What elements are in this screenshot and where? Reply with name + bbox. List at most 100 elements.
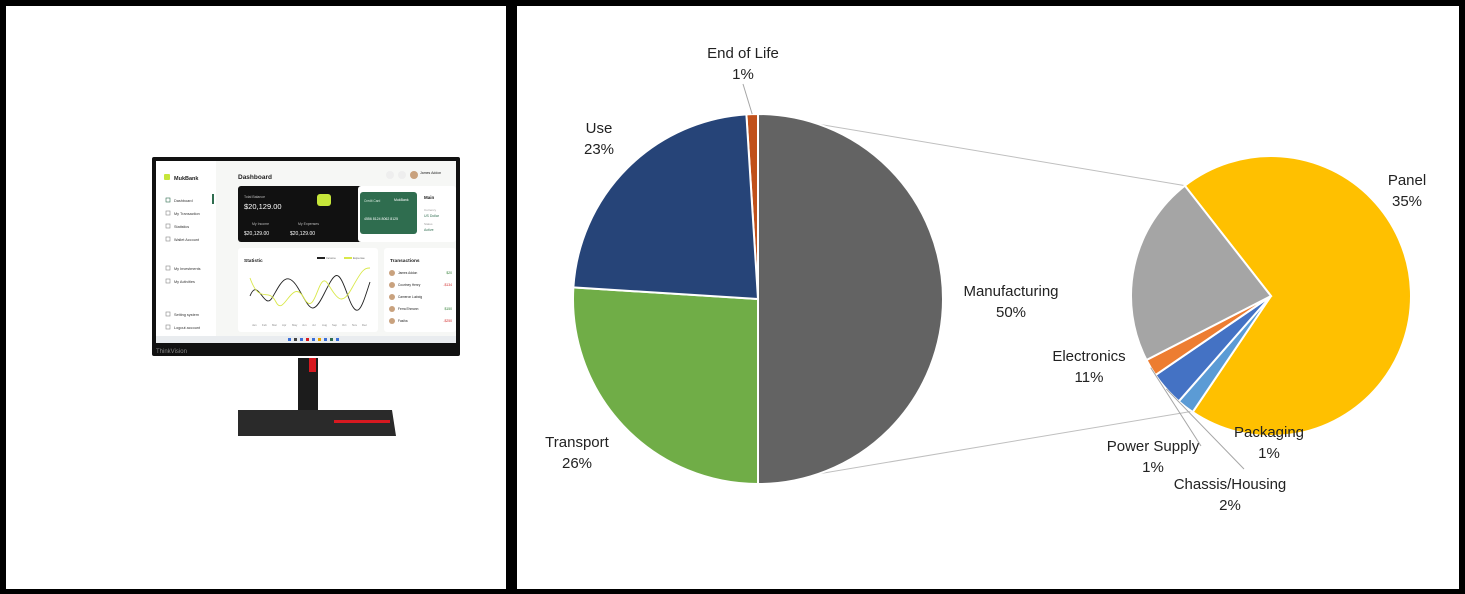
expense-value: $20,129.00 [290, 231, 315, 237]
nav-statistics-icon [165, 223, 171, 229]
nav-setting-system[interactable]: Setting system [174, 313, 199, 317]
month-mar: Mar [272, 323, 277, 327]
label-packaging-pct: 1% [1258, 445, 1280, 462]
brand-name: MukBank [174, 176, 199, 182]
legend-expense: Expense [353, 256, 365, 260]
tx-amount: $150 [444, 307, 452, 311]
wallet-icon [317, 194, 331, 206]
card-side-title: Main [424, 195, 435, 200]
nav-my-investments[interactable]: My Investments [174, 267, 201, 271]
nav-dashboard[interactable]: Dashboard [174, 199, 193, 203]
data-labels: End of Life 1% Manufacturing 50% Transport 26… [545, 45, 1426, 514]
label-end-of-life-pct: 1% [732, 66, 754, 83]
balance-value: $20,129.00 [244, 202, 282, 211]
tx-avatar [389, 282, 395, 288]
tx-amount: $20 [446, 271, 452, 275]
month-nov: Nov [352, 323, 358, 327]
maker-logo: ThinkVision [156, 349, 187, 355]
card-status-label: Status [424, 222, 433, 226]
card-label: Credit Card [364, 199, 381, 203]
nav-logout-account[interactable]: Logout account [174, 326, 201, 330]
card-currency: US Dollar [424, 214, 440, 218]
slice-use [572, 113, 760, 301]
label-use: Use [586, 120, 613, 137]
card-number: 4556 8124 8062 8125 [364, 217, 398, 221]
nav-statistics[interactable]: Statistics [174, 225, 189, 229]
income-label: My Income [252, 222, 269, 226]
base-red-strip [334, 420, 390, 423]
slice-electronics [1130, 184, 1273, 362]
label-electronics: Electronics [1052, 348, 1125, 365]
sidebar-active-marker [212, 194, 214, 204]
secondary-pie [1130, 155, 1412, 437]
tx-avatar [389, 318, 395, 324]
label-use-pct: 23% [584, 141, 614, 158]
taskbar-icons [288, 338, 339, 341]
leader-end-of-life [742, 83, 753, 115]
nav-dashboard-icon [165, 197, 171, 203]
tx-name: James Addon [398, 271, 418, 275]
tx-amount: -$134 [443, 283, 452, 287]
settings-icon [398, 171, 406, 179]
month-dec: Dec [362, 323, 368, 327]
connector-bottom [757, 410, 1192, 485]
month-may: May [292, 323, 298, 327]
brand-logo-icon [164, 174, 170, 180]
notification-icon [386, 171, 394, 179]
connector-top [757, 113, 1185, 187]
nav-wallet-account[interactable]: Wallet Account [174, 238, 200, 242]
label-chassis-housing-pct: 2% [1219, 497, 1241, 514]
stand-red-accent [309, 358, 316, 372]
month-apr: Apr [282, 323, 286, 327]
expense-line [249, 267, 371, 307]
month-aug: Aug [322, 323, 327, 327]
nav-my-transaction[interactable]: My Transaction [174, 212, 200, 216]
legend-income: Income [326, 256, 336, 260]
nav-my-transaction-icon [165, 210, 171, 216]
legend-expense-swatch [344, 257, 352, 259]
monitor-illustration: ThinkVision MukBank Dashboard My Transact… [152, 157, 460, 436]
tx-name: Courtney Henry [398, 283, 421, 287]
tx-name: Ferra Ehmann [398, 307, 419, 311]
card-currency-label: Currency [424, 208, 437, 212]
statistic-panel [238, 248, 378, 332]
label-transport: Transport [545, 434, 609, 451]
label-manufacturing: Manufacturing [963, 283, 1058, 300]
pie-of-pie-chart: End of Life 1% Manufacturing 50% Transport 26… [545, 45, 1426, 514]
legend-income-swatch [317, 257, 325, 259]
leader-power-supply [1150, 367, 1202, 447]
user-name: James Addon [420, 171, 441, 175]
label-transport-pct: 26% [562, 455, 592, 472]
expense-label: My Expenses [298, 222, 319, 226]
label-chassis-housing: Chassis/Housing [1174, 476, 1287, 493]
screen-page-title: Dashboard [238, 174, 272, 181]
transactions-title: Transactions [390, 258, 420, 264]
nav-my-activities[interactable]: My Activities [174, 280, 195, 284]
month-sep: Sep [332, 323, 337, 327]
card-status: Active [424, 228, 434, 232]
income-line [249, 275, 371, 311]
label-panel: Panel [1388, 172, 1426, 189]
balance-label: Total Balance [244, 195, 265, 199]
label-electronics-pct: 11% [1075, 369, 1104, 386]
nav-wallet-account-icon [165, 236, 171, 242]
label-packaging: Packaging [1234, 424, 1304, 441]
tx-amount: -$250 [443, 319, 452, 323]
monitor-stand-neck [298, 358, 318, 416]
label-power-supply: Power Supply [1107, 438, 1200, 455]
tx-avatar [389, 270, 395, 276]
tx-avatar [389, 306, 395, 312]
balance-card [238, 186, 366, 242]
income-value: $20,129.00 [244, 231, 269, 237]
connector-lines [757, 113, 1192, 485]
nav-my-activities-icon [165, 278, 171, 284]
tx-name: Fasiha [398, 319, 408, 323]
month-jul: Jul [312, 323, 316, 327]
leader-chassis-housing [1165, 388, 1245, 470]
transactions-panel [384, 248, 456, 332]
nav-my-investments-icon [165, 265, 171, 271]
slice-transport [572, 286, 759, 486]
monitor-photo-panel: ThinkVision MukBank Dashboard My Transact… [6, 6, 506, 589]
sidebar-nav: Dashboard My Transaction Statistics Wallet … [165, 197, 201, 330]
transactions-list: James Addon $20 Courtney Henry -$134 Cameron… [389, 270, 452, 324]
